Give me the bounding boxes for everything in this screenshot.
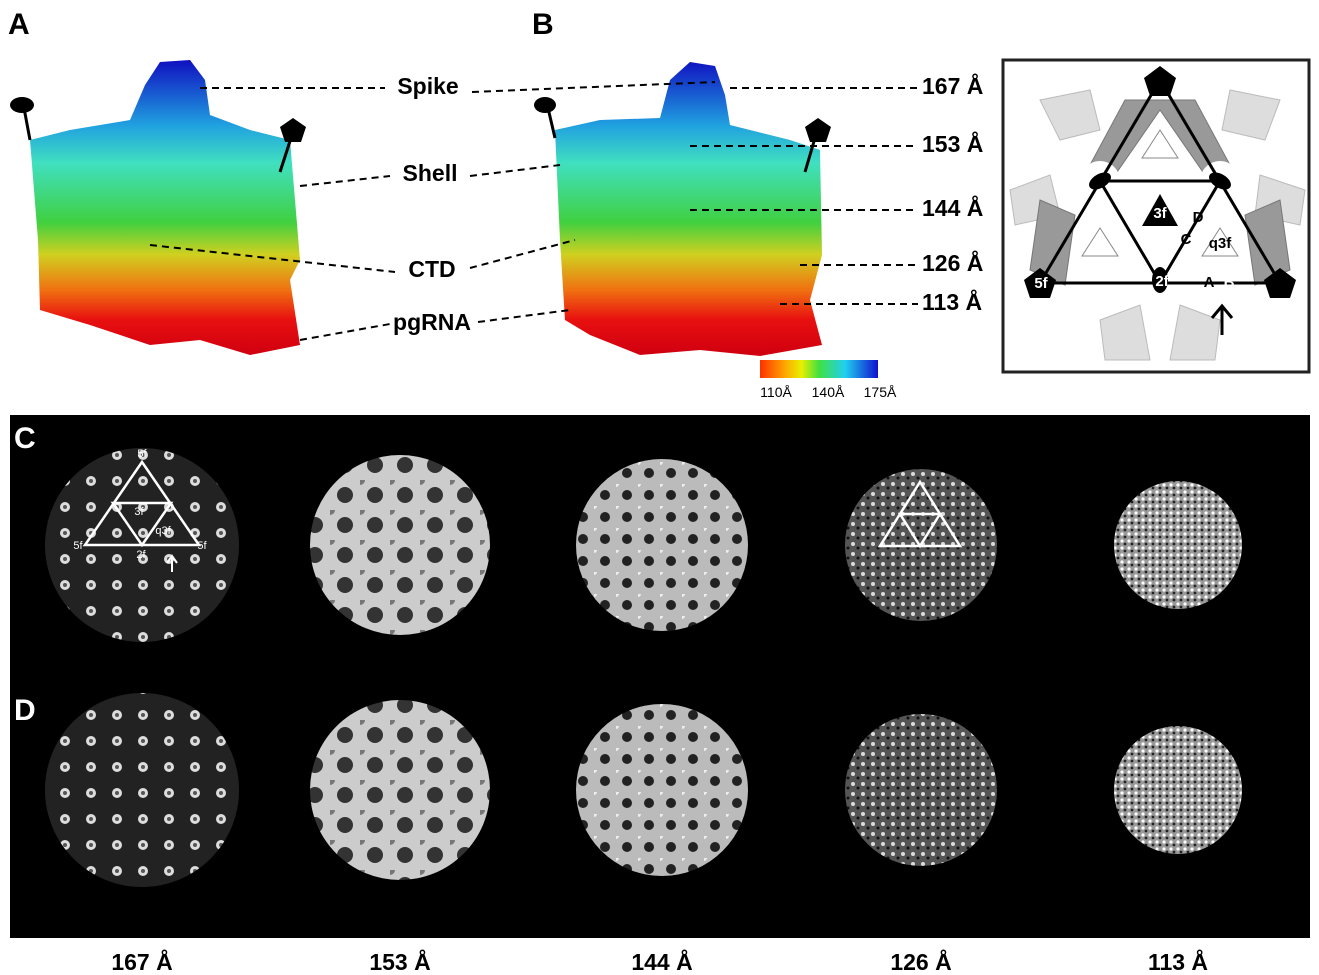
panel-label: A: [8, 8, 30, 41]
radius-label: 126 Å: [922, 249, 983, 276]
projection-sphere: [1114, 726, 1242, 854]
colorbar-label: 110Å: [760, 384, 792, 400]
projection-sphere: [310, 455, 490, 635]
axis-pin: [24, 108, 30, 140]
overlay-label: 2f: [136, 549, 146, 561]
overlay-label: 5f: [137, 448, 147, 460]
projection-sphere: [576, 459, 748, 631]
diagram-label: B: [1224, 274, 1235, 291]
map-label: CTD: [408, 256, 455, 282]
projection-sphere: [1114, 481, 1242, 609]
projection-sphere: [576, 704, 748, 876]
diagram-label: 2f: [1155, 273, 1169, 290]
radius-label: 167 Å: [111, 948, 172, 975]
diagram-label: 3f: [1153, 205, 1167, 222]
colorbar-label: 175Å: [864, 384, 897, 400]
map-label: pgRNA: [393, 309, 471, 335]
diagram-label: q3f: [1209, 235, 1233, 252]
colorbar: [760, 360, 878, 378]
projection-sphere: [45, 693, 239, 887]
axis-pin: [548, 108, 555, 138]
figure: A B Spike Shell CTD pgRNA 167 Å 153 Å 14…: [0, 0, 1319, 975]
twofold-symbol: [534, 97, 556, 113]
radius-label: 113 Å: [922, 288, 982, 315]
diagram-label: 5f: [1034, 275, 1048, 292]
radius-label: 126 Å: [890, 948, 951, 975]
twofold-symbol: [10, 97, 34, 113]
projection-sphere: [845, 714, 997, 866]
overlay-label: 5f: [73, 540, 83, 552]
overlay-label: 5f: [197, 540, 207, 552]
radius-label: 113 Å: [1148, 948, 1208, 975]
panel-label: C: [14, 422, 36, 455]
overlay-label: q3f: [155, 525, 171, 537]
density-map: [555, 62, 822, 356]
diagram-label: C: [1181, 231, 1192, 248]
density-map: [30, 60, 300, 355]
radius-label: 144 Å: [631, 948, 692, 975]
page: A B Spike Shell CTD pgRNA 167 Å 153 Å 14…: [0, 0, 1319, 975]
map-label: Spike: [397, 73, 458, 99]
colorbar-label: 140Å: [812, 384, 845, 400]
radius-label: 153 Å: [369, 948, 430, 975]
fivefold-symbol: [805, 118, 831, 142]
map-label: Shell: [403, 160, 458, 186]
diagram-label: D: [1193, 209, 1204, 226]
radius-label: 153 Å: [922, 130, 983, 157]
panel-label: D: [14, 694, 36, 727]
panel-label: B: [532, 8, 554, 41]
overlay-label: 3f: [134, 506, 144, 518]
fivefold-symbol: [280, 118, 306, 142]
projection-sphere: [310, 700, 490, 880]
radius-label: 144 Å: [922, 194, 983, 221]
diagram-label: A: [1204, 274, 1215, 291]
radius-label: 167 Å: [922, 72, 983, 99]
